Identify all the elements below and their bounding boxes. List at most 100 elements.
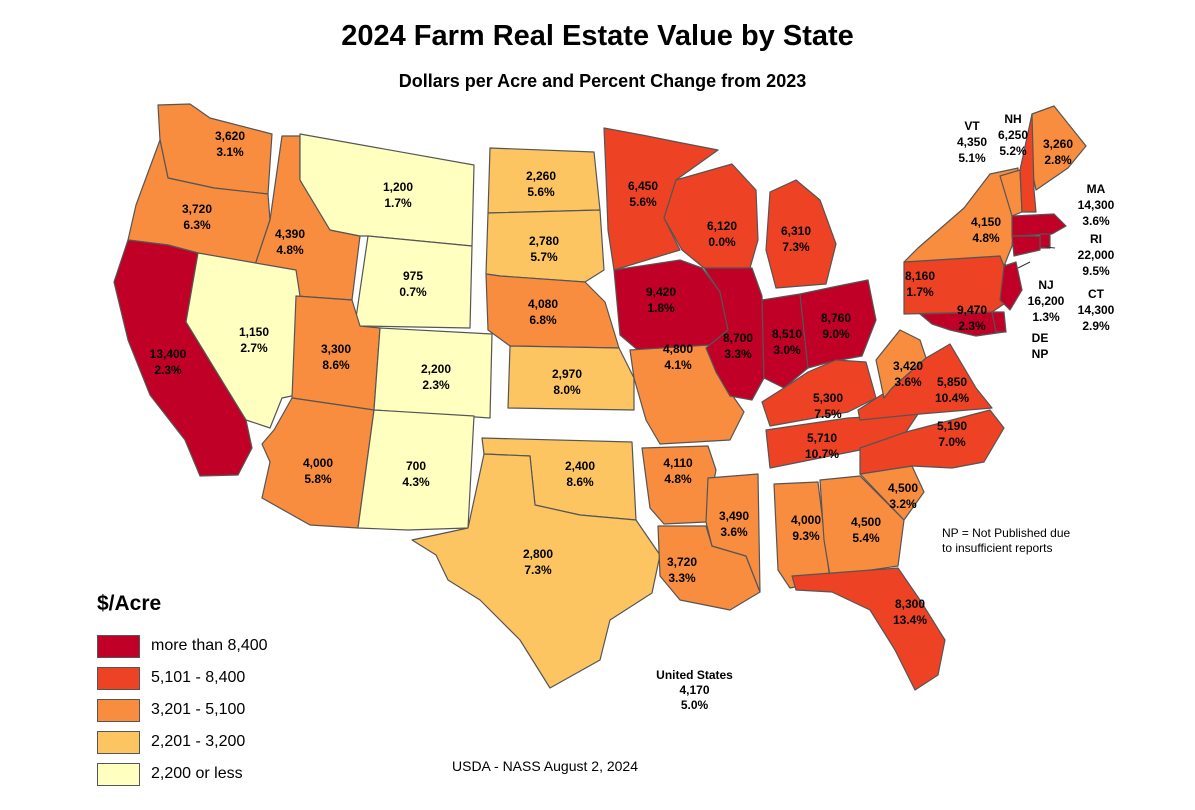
state-label-nm: 700 4.3% — [402, 459, 430, 489]
state-label-ma: MA 14,300 3.6% — [1078, 182, 1115, 228]
legend-item: 2,201 - 3,200 — [97, 726, 268, 758]
state-label-oh: 8,760 9.0% — [821, 311, 851, 341]
chart-title: 2024 Farm Real Estate Value by State — [341, 20, 854, 52]
state-nj — [999, 261, 1023, 311]
state-label-sc: 4,500 3.2% — [888, 481, 918, 511]
state-tx — [411, 453, 661, 689]
state-label-tn: 5,710 10.7% — [805, 431, 839, 461]
state-wy — [355, 235, 473, 329]
state-nh — [1019, 113, 1037, 213]
legend-swatch — [97, 666, 140, 690]
not-published-note: NP = Not Published due to insufficient r… — [942, 526, 1070, 556]
state-label-ky: 5,300 7.5% — [813, 391, 843, 421]
state-label-pa: 8,160 1.7% — [905, 269, 935, 299]
state-oh — [799, 279, 877, 369]
state-label-mn: 6,450 5.6% — [628, 179, 658, 209]
state-label-wv: 3,420 3.6% — [893, 359, 923, 389]
state-label-al: 4,000 9.3% — [791, 513, 821, 543]
state-label-mi: 6,310 7.3% — [781, 224, 811, 254]
state-label-me: 3,260 2.8% — [1043, 137, 1073, 167]
state-label-nv: 1,150 2.7% — [239, 325, 269, 355]
state-label-co: 2,200 2.3% — [421, 362, 451, 392]
state-ks — [507, 345, 635, 411]
state-co — [373, 327, 493, 419]
state-label-ks: 2,970 8.0% — [552, 367, 582, 397]
state-label-md: 9,470 2.3% — [957, 303, 987, 333]
state-nv — [185, 252, 301, 429]
state-label-wa: 3,620 3.1% — [215, 129, 245, 159]
state-label-wy: 975 0.7% — [399, 269, 427, 299]
legend-swatch — [97, 730, 140, 754]
state-il — [703, 267, 765, 401]
state-label-la: 3,720 3.3% — [667, 555, 697, 585]
state-label-va: 5,850 10.4% — [935, 375, 969, 405]
state-label-ia: 9,420 1.8% — [646, 285, 676, 315]
legend-swatch — [97, 698, 140, 722]
state-ct — [1011, 235, 1041, 257]
state-label-il: 8,700 3.3% — [723, 331, 753, 361]
state-label-ny: 4,150 4.8% — [971, 215, 1001, 245]
source-note: USDA - NASS August 2, 2024 — [452, 758, 638, 774]
legend-item: 5,101 - 8,400 — [97, 662, 268, 694]
state-label-nj: NJ 16,200 1.3% — [1028, 278, 1065, 324]
state-label-fl: 8,300 13.4% — [893, 597, 927, 627]
state-ri — [1039, 233, 1051, 249]
state-label-ok: 2,400 8.6% — [565, 459, 595, 489]
state-label-mt: 1,200 1.7% — [383, 180, 413, 210]
us-summary-label: United States — [656, 668, 733, 682]
state-label-in: 8,510 3.0% — [772, 327, 802, 357]
state-label-or: 3,720 6.3% — [182, 202, 212, 232]
state-label-ga: 4,500 5.4% — [851, 515, 881, 545]
legend-swatch — [97, 634, 140, 658]
legend-label: 2,201 - 3,200 — [151, 733, 246, 750]
state-label-nd: 2,260 5.6% — [526, 169, 556, 199]
us-summary: United States 4,170 5.0% — [632, 668, 757, 713]
legend-item: more than 8,400 — [97, 630, 268, 662]
state-ne — [485, 273, 620, 349]
state-label-ca: 13,400 2.3% — [150, 347, 187, 377]
us-summary-change: 5.0% — [680, 698, 709, 712]
state-label-ut: 3,300 8.6% — [321, 342, 351, 372]
state-label-ct: CT 14,300 2.9% — [1078, 287, 1115, 333]
note-line: to insufficient reports — [942, 541, 1053, 555]
state-mt — [299, 133, 475, 247]
state-label-sd: 2,780 5.7% — [529, 234, 559, 264]
state-label-ms: 3,490 3.6% — [719, 509, 749, 539]
state-ma — [1011, 213, 1067, 237]
state-ms — [705, 473, 761, 593]
state-ky — [761, 359, 877, 427]
state-label-ri: RI 22,000 9.5% — [1078, 232, 1115, 278]
state-label-de: DE NP — [1032, 331, 1049, 361]
state-wv — [875, 329, 927, 399]
state-label-ar: 4,110 4.8% — [663, 456, 693, 486]
state-fl — [791, 567, 946, 691]
state-ga — [819, 475, 905, 577]
legend-label: 3,201 - 5,100 — [151, 701, 246, 718]
legend-item: 3,201 - 5,100 — [97, 694, 268, 726]
state-label-nh: NH 6,250 5.2% — [998, 112, 1028, 158]
state-nm — [357, 409, 475, 531]
legend-swatch — [97, 762, 140, 786]
note-line: NP = Not Published due — [942, 526, 1071, 540]
state-mi — [765, 179, 837, 289]
legend-label: 5,101 - 8,400 — [151, 669, 246, 686]
state-wi — [663, 163, 759, 269]
state-label-mo: 4,800 4.1% — [663, 342, 693, 372]
us-summary-value: 4,170 — [679, 683, 710, 697]
state-label-nc: 5,190 7.0% — [937, 419, 967, 449]
chart-subtitle: Dollars per Acre and Percent Change from… — [398, 71, 807, 91]
state-label-ne: 4,080 6.8% — [528, 297, 558, 327]
state-label-vt: VT 4,350 5.1% — [957, 119, 987, 165]
legend-label: more than 8,400 — [151, 637, 268, 654]
state-label-tx: 2,800 7.3% — [523, 547, 553, 577]
state-label-id: 4,390 4.8% — [275, 227, 305, 257]
state-de — [991, 311, 1007, 333]
legend-title: $/Acre — [97, 592, 162, 615]
legend-item: 2,200 or less — [97, 758, 268, 790]
legend-label: 2,200 or less — [151, 765, 243, 782]
legend: $/Acre more than 8,400 5,101 - 8,400 3,2… — [97, 592, 268, 790]
state-nc — [859, 409, 1005, 475]
state-label-wi: 6,120 0.0% — [707, 219, 737, 249]
state-label-az: 4,000 5.8% — [303, 456, 333, 486]
